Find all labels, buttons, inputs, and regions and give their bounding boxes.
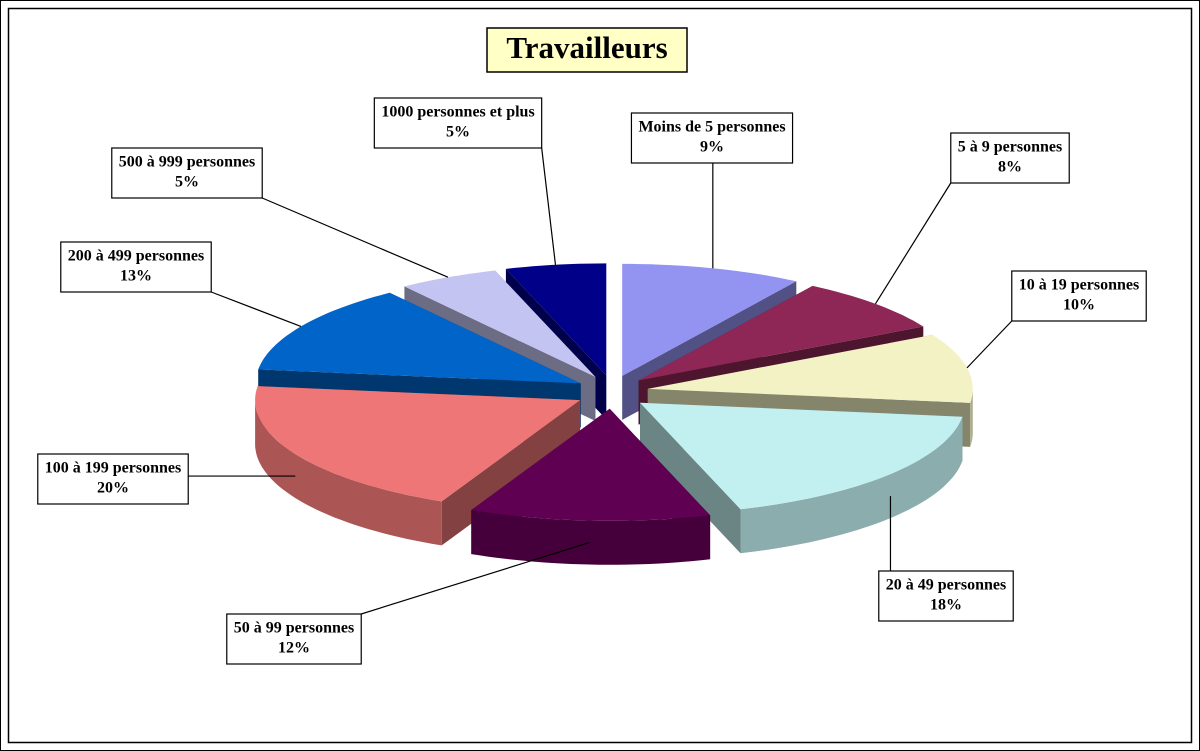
value-label: 13% [120,268,152,285]
leader-line [361,541,590,615]
slice [638,285,924,381]
category-label: 1000 personnes et plus [381,104,534,121]
label-box [878,570,1014,622]
slice [258,292,581,384]
value-label: 12% [278,640,310,657]
slice [640,402,963,510]
label-box [60,241,212,293]
value-label: 5% [175,174,199,191]
chart-title: Travailleurs [506,30,667,65]
data-label: 5 à 9 personnes 8% [874,132,1070,305]
title-box [486,27,688,73]
category-label: 50 à 99 personnes [234,620,354,637]
slice [505,263,607,376]
data-label: 200 à 499 personnes 13% [60,241,302,327]
data-label: 500 à 999 personnes 5% [111,147,449,278]
category-label: 5 à 9 personnes [958,139,1062,156]
category-label: 500 à 999 personnes [119,154,255,171]
slice-wall [740,416,963,554]
slice-side [640,402,741,554]
data-label: 50 à 99 personnes 12% [226,541,590,665]
leader-line [966,320,1013,369]
slice [255,386,581,502]
category-label: Moins de 5 personnes [638,119,785,136]
data-label: Moins de 5 personnes 9% [630,112,794,269]
category-label: 200 à 499 personnes [68,248,204,265]
category-label: 10 à 19 personnes [1019,277,1139,294]
label-box [950,132,1070,184]
slice [640,402,963,554]
category-label: 20 à 49 personnes [886,577,1006,594]
leader-line [261,197,449,278]
value-label: 20% [97,480,129,497]
plot-frame [7,7,1193,744]
value-label: 18% [930,597,962,614]
label-box [630,112,794,164]
slice [471,408,711,521]
value-label: 9% [700,139,724,156]
label-box [226,613,362,665]
label-box [111,147,263,199]
leader-line [211,291,302,327]
data-label: 1000 personnes et plus 5% [373,97,557,265]
slice-wall [471,510,711,565]
label-box [1011,270,1147,322]
slice-wall [255,400,442,546]
slice-wall [970,388,973,447]
data-label: 20 à 49 personnes 18% [878,496,1014,622]
value-label: 10% [1063,297,1095,314]
slice [622,263,797,376]
value-label: 8% [998,159,1022,176]
data-label: 100 à 199 personnes 20% [37,453,296,505]
label-box [37,453,189,505]
value-label: 5% [446,124,470,141]
category-label: 100 à 199 personnes [45,460,181,477]
slice [471,408,711,565]
slice [647,334,973,403]
leader-line [541,147,557,265]
slice [404,270,596,377]
label-box [373,97,543,149]
data-label: 10 à 19 personnes 10% [966,270,1147,369]
leader-line [874,182,952,305]
